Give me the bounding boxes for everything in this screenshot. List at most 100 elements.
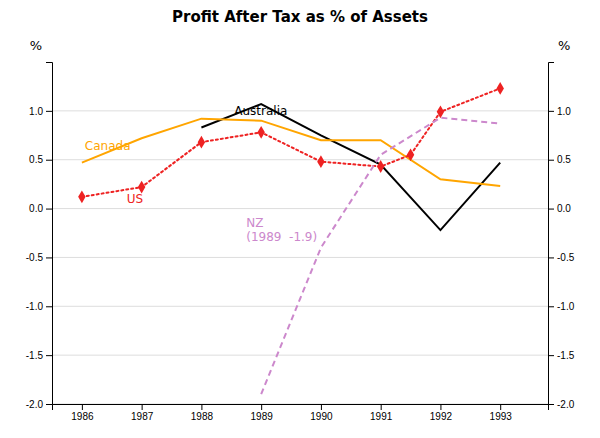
x-tick: 1986 [71, 404, 94, 422]
y-tick: -2.0 [26, 399, 52, 410]
y-tick-label: -0.5 [26, 252, 44, 263]
x-tick-mark [321, 404, 322, 410]
chart: 1986 1987 1988 1989 1990 1991 1992 1993 -2.0 -1.5… [0, 0, 600, 438]
x-tick-label: 1987 [131, 411, 154, 422]
y2-tick: 1.0 [548, 106, 571, 117]
series-group [78, 82, 504, 394]
y-tick-label: 1.0 [29, 106, 43, 117]
y2-tick: -1.5 [548, 350, 575, 361]
grid [52, 111, 548, 404]
x-tick-label: 1988 [191, 411, 214, 422]
grid-line [52, 110, 548, 111]
title: Profit After Tax as % of Assets [172, 8, 428, 26]
annotation: Canada [85, 139, 131, 153]
y2-tick-label: -1.5 [557, 350, 575, 361]
y2-tick-mark [548, 160, 554, 161]
y-tick: -1.5 [26, 350, 52, 361]
y2-tick: 0.5 [548, 154, 571, 165]
y-tick-mark [46, 160, 52, 161]
y-axis-line [46, 63, 53, 405]
y-tick-mark [46, 306, 52, 307]
annotation-line: (1989 -1.9) [246, 230, 317, 244]
x-tick-mark [261, 404, 262, 410]
x-tick-label: 1991 [370, 411, 393, 422]
annotation-line: NZ [246, 216, 263, 230]
y-tick: 0.5 [29, 154, 52, 165]
x-axis: 1986 1987 1988 1989 1990 1991 1992 1993 [53, 404, 549, 422]
series-line [82, 88, 500, 196]
x-tick-mark [500, 404, 501, 410]
y2-tick: -0.5 [548, 252, 575, 263]
y2-tick-mark [548, 257, 554, 258]
x-tick-mark [142, 404, 143, 410]
x-tick: 1992 [430, 404, 453, 422]
y-tick-label: 0.0 [29, 203, 43, 214]
x-tick-label: 1986 [71, 411, 94, 422]
grid-line [52, 355, 548, 356]
y-tick-label: -1.0 [26, 301, 44, 312]
y2-tick-label: -1.0 [557, 301, 575, 312]
x-tick: 1991 [370, 404, 393, 422]
series-marker [78, 190, 85, 203]
x-tick: 1989 [251, 404, 274, 422]
y-tick: 1.0 [29, 106, 52, 117]
x-tick-mark [440, 404, 441, 410]
series-marker [437, 105, 444, 118]
annotations: Australia Canada US NZ(1989 -1.9) [85, 104, 317, 244]
y2-tick-label: -0.5 [557, 252, 575, 263]
y-tick: -1.0 [26, 301, 52, 312]
y-tick-label: -1.5 [26, 350, 44, 361]
series-line [261, 118, 500, 395]
y-tick: 0.0 [29, 203, 52, 214]
y-tick-mark [46, 355, 52, 356]
x-tick-mark [201, 404, 202, 410]
x-tick: 1987 [131, 404, 154, 422]
y-tick: -0.5 [26, 252, 52, 263]
x-tick: 1993 [490, 404, 513, 422]
annotation-line: Australia [234, 104, 287, 118]
y2-tick-label: -2.0 [557, 399, 575, 410]
x-tick: 1990 [310, 404, 333, 422]
plot: 1986 1987 1988 1989 1990 1991 1992 1993 -2.0 -1.5… [26, 38, 575, 422]
y2-tick: -1.0 [548, 301, 575, 312]
annotation-line: US [127, 192, 143, 206]
series-marker [257, 126, 264, 139]
annotation: Australia [234, 104, 287, 118]
y-tick-mark [46, 404, 52, 405]
series-line [201, 104, 500, 230]
y2-tick-label: 0.0 [557, 203, 571, 214]
grid-line [52, 257, 548, 258]
y-tick-label: 0.5 [29, 154, 43, 165]
y2-tick-mark [548, 111, 554, 112]
series-marker [377, 160, 384, 173]
y2-tick: 0.0 [548, 203, 571, 214]
x-tick-label: 1993 [490, 411, 513, 422]
y2-tick-mark [548, 355, 554, 356]
x-axis-line [53, 405, 549, 411]
y2-tick: -2.0 [548, 399, 575, 410]
series-marker [317, 155, 324, 168]
y2-tick-mark [548, 209, 554, 210]
x-tick-label: 1990 [310, 411, 333, 422]
y2-axis-line [549, 63, 555, 405]
y2-tick-label: 1.0 [557, 106, 571, 117]
grid-line [52, 306, 548, 307]
x-tick-label: 1992 [430, 411, 453, 422]
grid-line [52, 159, 548, 160]
y-tick-mark [46, 257, 52, 258]
y2-tick-mark [548, 404, 554, 405]
annotation-line: Canada [85, 139, 131, 153]
y-axis-label: % [30, 38, 42, 53]
y2-axis: -2.0 -1.5 -1.0 -0.5 0.0 0.5 1.0 [548, 63, 575, 410]
grid-line [52, 208, 548, 209]
x-tick-mark [381, 404, 382, 410]
series-line [82, 119, 500, 186]
y2-tick-label: 0.5 [557, 154, 571, 165]
annotation: US [127, 192, 143, 206]
y2-tick-mark [548, 306, 554, 307]
x-tick-mark [82, 404, 83, 410]
series-marker [407, 148, 414, 161]
series-marker [496, 82, 503, 95]
annotation: NZ(1989 -1.9) [246, 216, 317, 244]
x-tick-label: 1989 [251, 411, 274, 422]
